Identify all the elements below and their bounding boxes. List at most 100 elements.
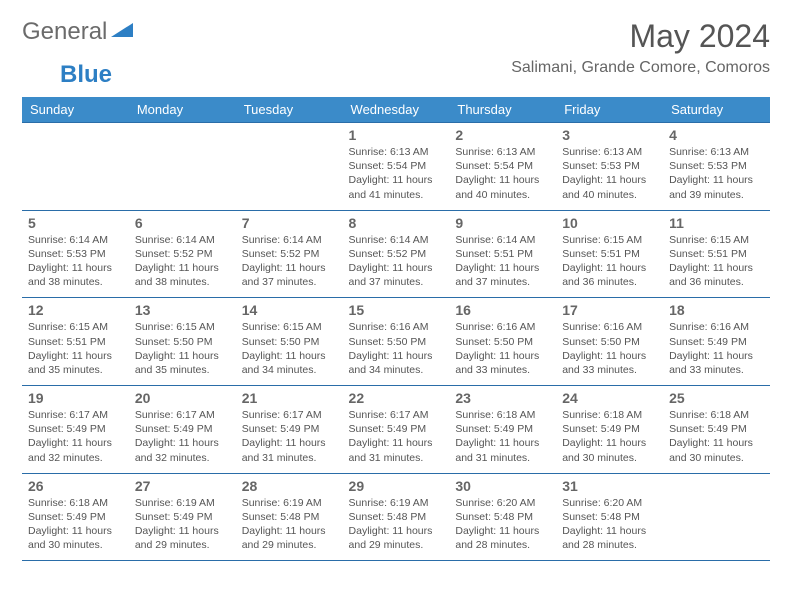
day-info: Sunrise: 6:15 AMSunset: 5:51 PMDaylight:… (28, 320, 123, 377)
day-number: 6 (135, 215, 230, 231)
calendar-cell: 19 Sunrise: 6:17 AMSunset: 5:49 PMDayligh… (22, 386, 129, 474)
calendar-cell: 8 Sunrise: 6:14 AMSunset: 5:52 PMDaylight… (343, 210, 450, 298)
calendar-cell: 23Sunrise: 6:18 AMSunset: 5:49 PMDayligh… (449, 386, 556, 474)
day-info: Sunrise: 6:18 AMSunset: 5:49 PMDaylight:… (562, 408, 657, 465)
calendar-cell: 15 Sunrise: 6:16 AMSunset: 5:50 PMDayligh… (343, 298, 450, 386)
day-number: 11 (669, 215, 764, 231)
day-number: 28 (242, 478, 337, 494)
day-number: 5 (28, 215, 123, 231)
logo-text-2: Blue (60, 61, 792, 89)
calendar-cell: 17 Sunrise: 6:16 AMSunset: 5:50 PMDayligh… (556, 298, 663, 386)
calendar-header-row: SundayMondayTuesdayWednesdayThursdayFrid… (22, 97, 770, 123)
day-number: 4 (669, 127, 764, 143)
day-info: Sunrise: 6:19 AMSunset: 5:48 PMDaylight:… (349, 496, 444, 553)
day-number: 16 (455, 302, 550, 318)
day-number: 12 (28, 302, 123, 318)
calendar-cell: 12 Sunrise: 6:15 AMSunset: 5:51 PMDayligh… (22, 298, 129, 386)
day-number: 29 (349, 478, 444, 494)
calendar-cell: 2 Sunrise: 6:13 AMSunset: 5:54 PMDaylight… (449, 123, 556, 211)
day-number: 1 (349, 127, 444, 143)
day-info: Sunrise: 6:18 AMSunset: 5:49 PMDaylight:… (455, 408, 550, 465)
day-number: 3 (562, 127, 657, 143)
day-info: Sunrise: 6:15 AMSunset: 5:51 PMDaylight:… (562, 233, 657, 290)
day-number: 20 (135, 390, 230, 406)
day-number: 9 (455, 215, 550, 231)
day-info: Sunrise: 6:17 AMSunset: 5:49 PMDaylight:… (135, 408, 230, 465)
weekday-header: Monday (129, 97, 236, 123)
calendar-cell: 4 Sunrise: 6:13 AMSunset: 5:53 PMDaylight… (663, 123, 770, 211)
calendar-cell (663, 473, 770, 561)
day-info: Sunrise: 6:13 AMSunset: 5:53 PMDaylight:… (669, 145, 764, 202)
calendar-cell: 22 Sunrise: 6:17 AMSunset: 5:49 PMDayligh… (343, 386, 450, 474)
day-number: 7 (242, 215, 337, 231)
calendar-body: 1 Sunrise: 6:13 AMSunset: 5:54 PMDaylight… (22, 123, 770, 561)
day-info: Sunrise: 6:19 AMSunset: 5:49 PMDaylight:… (135, 496, 230, 553)
calendar-cell (129, 123, 236, 211)
calendar-cell: 31 Sunrise: 6:20 AMSunset: 5:48 PMDayligh… (556, 473, 663, 561)
day-info: Sunrise: 6:13 AMSunset: 5:53 PMDaylight:… (562, 145, 657, 202)
day-info: Sunrise: 6:14 AMSunset: 5:52 PMDaylight:… (242, 233, 337, 290)
weekday-header: Tuesday (236, 97, 343, 123)
day-info: Sunrise: 6:13 AMSunset: 5:54 PMDaylight:… (455, 145, 550, 202)
day-info: Sunrise: 6:16 AMSunset: 5:50 PMDaylight:… (349, 320, 444, 377)
calendar-cell: 18 Sunrise: 6:16 AMSunset: 5:49 PMDayligh… (663, 298, 770, 386)
calendar-cell: 16 Sunrise: 6:16 AMSunset: 5:50 PMDayligh… (449, 298, 556, 386)
calendar-cell (236, 123, 343, 211)
day-info: Sunrise: 6:16 AMSunset: 5:50 PMDaylight:… (455, 320, 550, 377)
day-number: 15 (349, 302, 444, 318)
day-info: Sunrise: 6:14 AMSunset: 5:53 PMDaylight:… (28, 233, 123, 290)
day-number: 26 (28, 478, 123, 494)
logo-text-1: General (22, 18, 107, 46)
day-number: 25 (669, 390, 764, 406)
day-number: 14 (242, 302, 337, 318)
calendar-cell: 11 Sunrise: 6:15 AMSunset: 5:51 PMDayligh… (663, 210, 770, 298)
day-info: Sunrise: 6:18 AMSunset: 5:49 PMDaylight:… (669, 408, 764, 465)
day-info: Sunrise: 6:20 AMSunset: 5:48 PMDaylight:… (455, 496, 550, 553)
day-number: 2 (455, 127, 550, 143)
calendar-cell: 30Sunrise: 6:20 AMSunset: 5:48 PMDayligh… (449, 473, 556, 561)
calendar-cell: 9 Sunrise: 6:14 AMSunset: 5:51 PMDaylight… (449, 210, 556, 298)
calendar-cell: 25 Sunrise: 6:18 AMSunset: 5:49 PMDayligh… (663, 386, 770, 474)
calendar-cell: 7 Sunrise: 6:14 AMSunset: 5:52 PMDaylight… (236, 210, 343, 298)
day-info: Sunrise: 6:15 AMSunset: 5:51 PMDaylight:… (669, 233, 764, 290)
day-number: 13 (135, 302, 230, 318)
day-info: Sunrise: 6:15 AMSunset: 5:50 PMDaylight:… (242, 320, 337, 377)
day-number: 27 (135, 478, 230, 494)
weekday-header: Wednesday (343, 97, 450, 123)
day-info: Sunrise: 6:17 AMSunset: 5:49 PMDaylight:… (242, 408, 337, 465)
day-info: Sunrise: 6:13 AMSunset: 5:54 PMDaylight:… (349, 145, 444, 202)
day-number: 19 (28, 390, 123, 406)
day-info: Sunrise: 6:18 AMSunset: 5:49 PMDaylight:… (28, 496, 123, 553)
day-number: 10 (562, 215, 657, 231)
calendar-cell: 20 Sunrise: 6:17 AMSunset: 5:49 PMDayligh… (129, 386, 236, 474)
weekday-header: Thursday (449, 97, 556, 123)
day-info: Sunrise: 6:20 AMSunset: 5:48 PMDaylight:… (562, 496, 657, 553)
day-number: 17 (562, 302, 657, 318)
weekday-header: Sunday (22, 97, 129, 123)
day-info: Sunrise: 6:16 AMSunset: 5:49 PMDaylight:… (669, 320, 764, 377)
day-number: 31 (562, 478, 657, 494)
calendar-table: SundayMondayTuesdayWednesdayThursdayFrid… (22, 97, 770, 561)
day-info: Sunrise: 6:15 AMSunset: 5:50 PMDaylight:… (135, 320, 230, 377)
calendar-cell: 24Sunrise: 6:18 AMSunset: 5:49 PMDayligh… (556, 386, 663, 474)
day-info: Sunrise: 6:19 AMSunset: 5:48 PMDaylight:… (242, 496, 337, 553)
day-info: Sunrise: 6:14 AMSunset: 5:52 PMDaylight:… (135, 233, 230, 290)
calendar-cell: 28 Sunrise: 6:19 AMSunset: 5:48 PMDayligh… (236, 473, 343, 561)
day-info: Sunrise: 6:14 AMSunset: 5:51 PMDaylight:… (455, 233, 550, 290)
day-number: 18 (669, 302, 764, 318)
calendar-cell: 3 Sunrise: 6:13 AMSunset: 5:53 PMDaylight… (556, 123, 663, 211)
day-number: 8 (349, 215, 444, 231)
weekday-header: Friday (556, 97, 663, 123)
day-info: Sunrise: 6:17 AMSunset: 5:49 PMDaylight:… (349, 408, 444, 465)
calendar-cell: 14 Sunrise: 6:15 AMSunset: 5:50 PMDayligh… (236, 298, 343, 386)
day-info: Sunrise: 6:16 AMSunset: 5:50 PMDaylight:… (562, 320, 657, 377)
weekday-header: Saturday (663, 97, 770, 123)
calendar-cell: 29 Sunrise: 6:19 AMSunset: 5:48 PMDayligh… (343, 473, 450, 561)
day-info: Sunrise: 6:17 AMSunset: 5:49 PMDaylight:… (28, 408, 123, 465)
day-number: 22 (349, 390, 444, 406)
calendar-cell: 1 Sunrise: 6:13 AMSunset: 5:54 PMDaylight… (343, 123, 450, 211)
calendar-cell: 5 Sunrise: 6:14 AMSunset: 5:53 PMDaylight… (22, 210, 129, 298)
month-title: May 2024 (511, 18, 770, 55)
calendar-cell: 10 Sunrise: 6:15 AMSunset: 5:51 PMDayligh… (556, 210, 663, 298)
day-info: Sunrise: 6:14 AMSunset: 5:52 PMDaylight:… (349, 233, 444, 290)
